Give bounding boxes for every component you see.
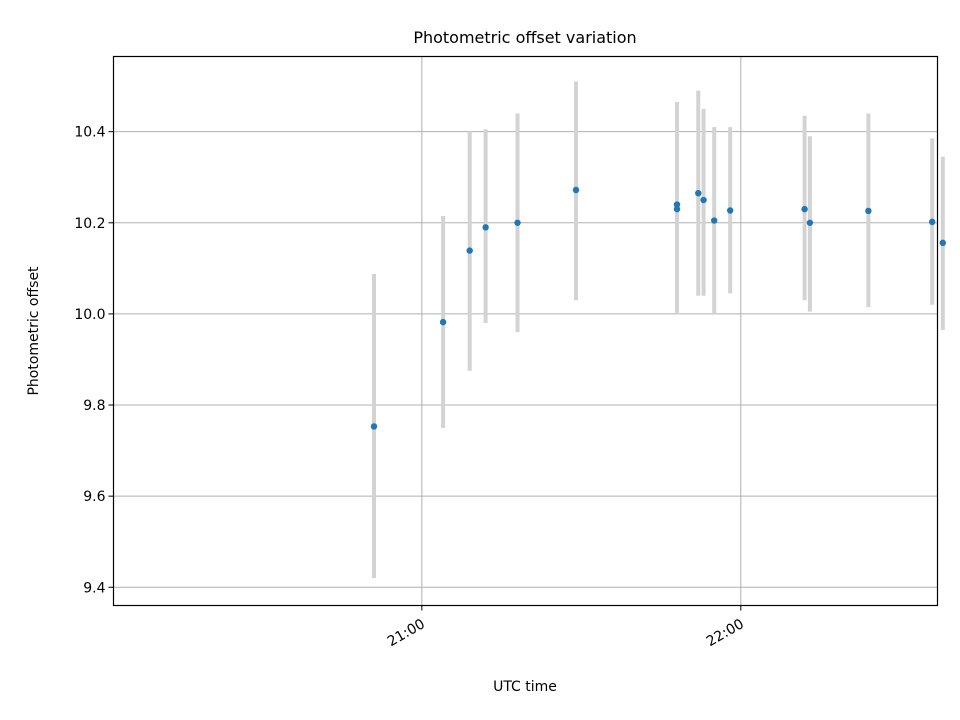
y-tick-label: 10.2 <box>74 216 105 232</box>
data-point <box>572 186 580 194</box>
data-point <box>370 423 378 430</box>
data-point <box>865 207 872 215</box>
grid-lines <box>113 56 938 606</box>
data-point <box>700 196 707 204</box>
data-point <box>928 218 936 226</box>
error-bars <box>371 81 945 579</box>
x-axis-label: UTC time <box>493 679 557 695</box>
data-point <box>673 201 681 208</box>
chart-title: Photometric offset variation <box>413 28 636 47</box>
data-point <box>939 239 947 247</box>
data-point <box>439 318 447 326</box>
data-point <box>695 189 702 197</box>
y-tick-label: 10.4 <box>74 125 105 141</box>
data-points <box>370 186 947 430</box>
x-tick-label: 22:00 <box>704 616 747 650</box>
data-point <box>801 205 808 213</box>
data-point <box>466 247 473 254</box>
y-tick-label: 9.6 <box>83 489 105 505</box>
plot-frame <box>112 55 939 607</box>
y-tick-label: 10.0 <box>74 307 105 323</box>
x-tick-label: 21:00 <box>385 616 428 650</box>
y-tick-label: 9.8 <box>83 398 105 414</box>
data-point <box>806 219 814 226</box>
data-point <box>514 219 521 226</box>
data-point <box>726 207 734 214</box>
data-point <box>673 205 681 213</box>
y-tick-label: 9.4 <box>83 580 105 596</box>
data-point <box>711 217 718 224</box>
y-axis-label: Photometric offset <box>26 266 42 396</box>
data-point <box>482 224 489 231</box>
